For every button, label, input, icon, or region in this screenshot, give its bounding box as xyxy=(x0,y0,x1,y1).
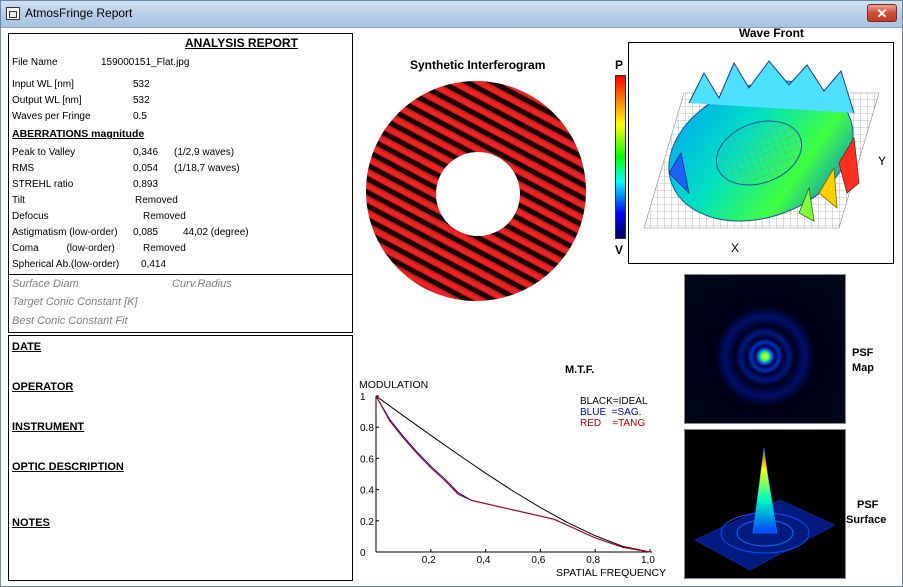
psf-surface-label-1: PSF xyxy=(857,499,879,511)
mtf-xtick-label: 0,6 xyxy=(531,555,545,566)
aberration-value: Removed xyxy=(143,211,186,222)
aberration-value: 0,346 xyxy=(133,147,159,158)
legend-entry-sag: BLUE =SAG. xyxy=(580,407,641,418)
aberrations-header: ABERRATIONS magnitude xyxy=(12,128,145,140)
optic-description-label: OPTIC DESCRIPTION xyxy=(12,461,124,473)
mtf-xtick-label: 0,8 xyxy=(586,555,600,566)
aberration-label: Coma (low-order) xyxy=(12,243,115,254)
aberration-value: 0,893 xyxy=(133,179,159,190)
field-label: Input WL [nm] xyxy=(12,79,74,90)
psf-map-label-2: Map xyxy=(852,362,874,374)
mtf-xtick-label: 1,0 xyxy=(641,555,655,566)
mtf-ytick-label: 0.2 xyxy=(360,517,374,528)
mtf-ytick-label: 0.4 xyxy=(360,486,374,497)
colorbar xyxy=(615,75,626,239)
wavefront-surface xyxy=(643,60,880,229)
colorbar-top-label: P xyxy=(615,58,624,72)
aberration-value: 0,054 xyxy=(133,163,159,174)
psf-surface-label-2: Surface xyxy=(846,514,887,526)
psf-map-image xyxy=(684,274,846,424)
aberration-value: 0,085 xyxy=(133,227,159,238)
mtf-ytick-label: 0.8 xyxy=(360,423,374,434)
legend-entry-tang: RED =TANG xyxy=(580,418,645,429)
mtf-xtick-label: 0,2 xyxy=(422,555,436,566)
aberration-label: Peak to Valley xyxy=(12,147,76,158)
field-value: 532 xyxy=(133,95,150,106)
mtf-series-ideal xyxy=(375,395,651,553)
mtf-title: M.T.F. xyxy=(565,364,595,376)
field-label: Output WL [nm] xyxy=(12,95,82,106)
aberration-label: Defocus xyxy=(12,211,49,222)
mtf-xtick-label: 0,4 xyxy=(477,555,491,566)
close-button[interactable]: ✕ xyxy=(867,4,897,22)
field-value: 159000151_Flat.jpg xyxy=(101,57,190,68)
section-divider xyxy=(9,274,352,275)
mtf-ytick-label: 1 xyxy=(360,392,366,403)
app-icon[interactable] xyxy=(6,7,20,20)
aberration-extra: 44,02 (degree) xyxy=(183,227,249,238)
psf-surface-image xyxy=(684,429,846,579)
surface-diam-label: Surface Diam xyxy=(12,278,79,290)
aberration-label: Tilt xyxy=(12,195,25,206)
wavefront-x-label: X xyxy=(731,241,740,255)
date-label: DATE xyxy=(12,341,42,353)
field-label: File Name xyxy=(12,57,58,68)
wavefront-y-label: Y xyxy=(878,154,887,168)
report-title: ANALYSIS REPORT xyxy=(185,36,298,50)
curv-radius-label: Curv.Radius xyxy=(172,278,232,290)
psf-surface-plot xyxy=(694,447,836,571)
field-value: 0.5 xyxy=(133,111,147,122)
instrument-label: INSTRUMENT xyxy=(12,421,85,433)
interferogram-image xyxy=(366,81,586,301)
mtf-xlabel: SPATIAL FREQUENCY xyxy=(556,567,667,579)
aberration-extra: (1/2,9 waves) xyxy=(174,147,235,158)
mtf-ytick-label: 0 xyxy=(360,548,366,559)
target-conic-label: Target Conic Constant [K] xyxy=(12,296,138,308)
aberration-extra: (1/18,7 waves) xyxy=(174,163,240,174)
colorbar-bottom-label: V xyxy=(615,243,624,257)
aberration-label: Astigmatism (low-order) xyxy=(12,227,118,238)
title-bar[interactable]: AtmosFringe Report ✕ xyxy=(1,1,902,28)
aberration-value: Removed xyxy=(135,195,178,206)
aberration-value: Removed xyxy=(143,243,186,254)
aberration-label: Spherical Ab.(low-order) xyxy=(12,259,120,270)
notes-label: NOTES xyxy=(12,517,50,529)
mtf-ylabel: MODULATION xyxy=(359,379,429,391)
operator-label: OPERATOR xyxy=(12,381,74,393)
aberration-value: 0,414 xyxy=(141,259,167,270)
mtf-ytick-label: 0.6 xyxy=(360,454,374,465)
psf-map-label-1: PSF xyxy=(852,347,874,359)
notes-panel: DATE OPERATOR INSTRUMENT OPTIC DESCRIPTI… xyxy=(8,335,353,581)
aberration-label: STREHL ratio xyxy=(12,179,74,190)
field-value: 532 xyxy=(133,79,150,90)
wavefront-panel: X Y xyxy=(628,42,894,264)
legend-entry-ideal: BLACK=IDEAL xyxy=(580,396,648,407)
mtf-series-tang xyxy=(375,395,651,553)
mtf-chart: 0 0.2 0.4 0.6 0.8 1 0,2 0,4 0,6 0,8 1,0 BLACK=IDE… xyxy=(360,392,655,566)
interferogram-title: Synthetic Interferogram xyxy=(410,58,546,72)
window-title: AtmosFringe Report xyxy=(25,6,133,20)
aberration-label: RMS xyxy=(12,163,35,174)
wavefront-title: Wave Front xyxy=(739,26,804,40)
field-label: Waves per Fringe xyxy=(12,111,91,122)
analysis-report-panel: ANALYSIS REPORT File Name 159000151_Flat… xyxy=(8,33,353,333)
best-conic-label: Best Conic Constant Fit xyxy=(12,315,128,327)
